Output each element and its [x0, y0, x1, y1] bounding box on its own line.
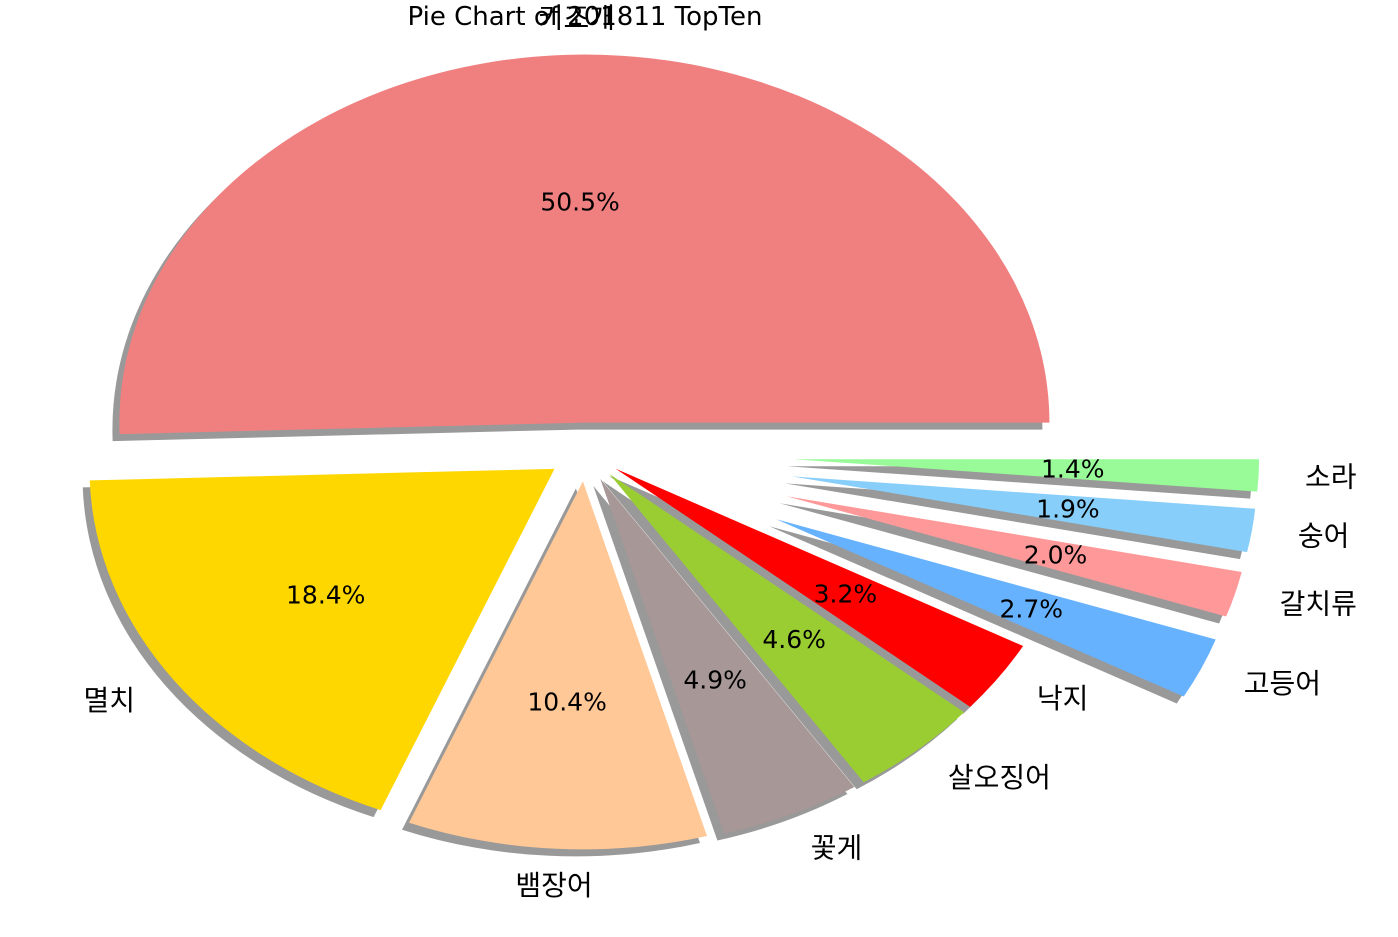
slice-7-shadow — [779, 503, 1235, 624]
slice-8-percent-label: 1.9% — [1036, 494, 1100, 523]
slice-4-category-label: 살오징어 — [948, 761, 1051, 794]
slice-1-category-label: 멸치 — [84, 684, 136, 717]
slice-0-category-label: 키조개 — [538, 1, 615, 34]
percent-labels: 50.5% 18.4% 10.4% 4.9% 4.6% 3.2% 2.7% 2.0% 1.9% 1… — [286, 187, 1105, 716]
slice-2-category-label: 뱀장어 — [515, 869, 592, 902]
slice-0-wedge — [119, 54, 1050, 435]
slice-9-wedge — [794, 459, 1260, 492]
slice-5-percent-label: 3.2% — [814, 579, 878, 608]
chart-title: Pie Chart of 201811 TopTen — [408, 2, 763, 32]
slice-6-category-label: 고등어 — [1244, 667, 1321, 700]
slice-6-percent-label: 2.7% — [999, 594, 1063, 623]
slice-1-percent-label: 18.4% — [286, 581, 365, 610]
slice-9-percent-label: 1.4% — [1041, 454, 1105, 483]
slice-7-category-label: 갈치류 — [1280, 588, 1357, 621]
slice-9-category-label: 소라 — [1305, 461, 1357, 494]
slice-4-percent-label: 4.6% — [762, 625, 826, 654]
slice-8-wedge — [791, 476, 1256, 553]
slice-2-wedge — [409, 481, 708, 850]
slice-6-wedge — [776, 519, 1216, 697]
slice-7-wedge — [786, 496, 1242, 617]
slice-2-percent-label: 10.4% — [527, 687, 606, 716]
slice-8-category-label: 숭어 — [1298, 519, 1350, 552]
slice-4-wedge — [609, 474, 965, 783]
slice-5-category-label: 낙지 — [1037, 682, 1089, 715]
pie-slices — [89, 54, 1260, 850]
slice-0-percent-label: 50.5% — [540, 187, 619, 216]
slice-1-wedge — [89, 468, 555, 811]
slice-3-wedge — [600, 478, 855, 834]
slice-5-wedge — [615, 468, 1024, 707]
slice-3-category-label: 꽃게 — [811, 831, 863, 864]
slice-8-shadow — [784, 483, 1249, 560]
slice-7-percent-label: 2.0% — [1024, 541, 1088, 570]
slice-3-percent-label: 4.9% — [683, 666, 747, 695]
